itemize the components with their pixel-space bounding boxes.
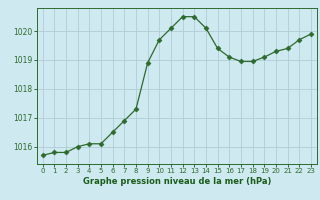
X-axis label: Graphe pression niveau de la mer (hPa): Graphe pression niveau de la mer (hPa) [83,177,271,186]
